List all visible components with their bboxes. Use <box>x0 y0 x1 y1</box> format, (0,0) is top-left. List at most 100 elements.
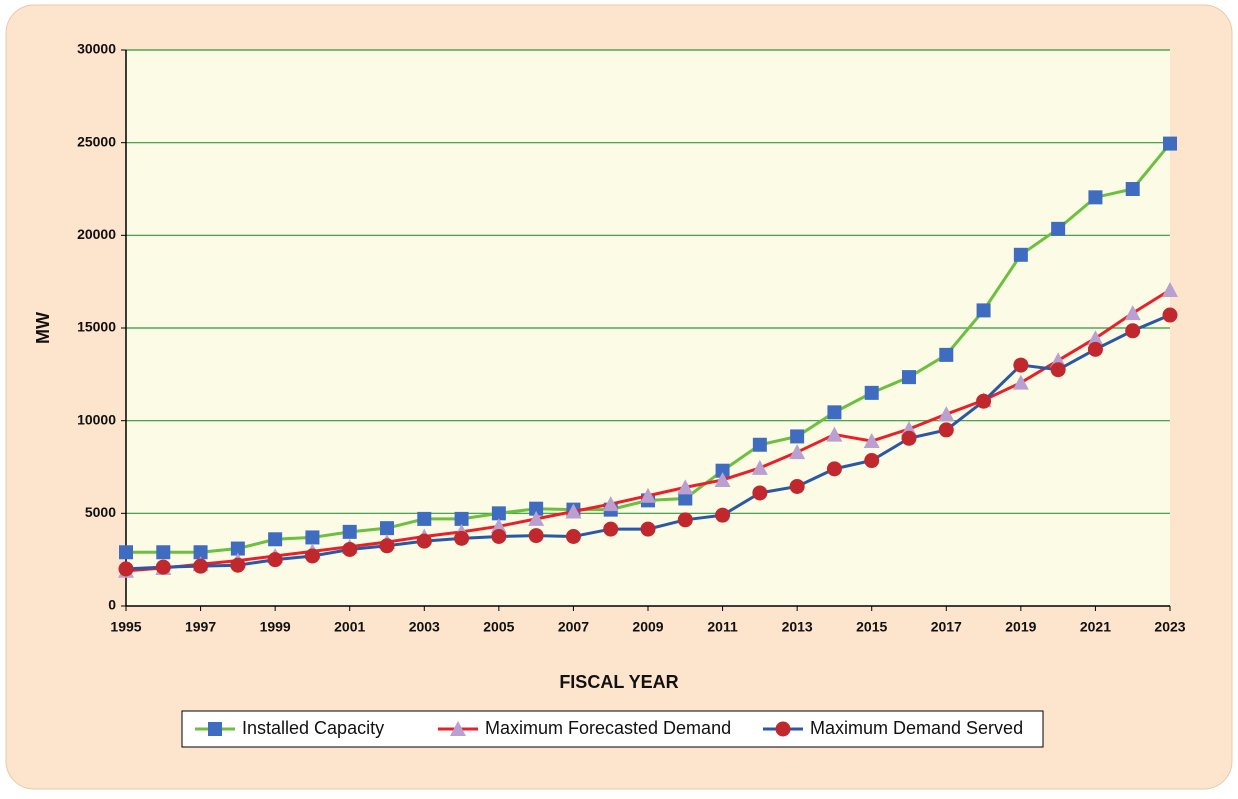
data-point <box>565 503 582 519</box>
data-point <box>938 422 954 438</box>
y-tick-label: 25000 <box>77 133 116 149</box>
data-point <box>1013 357 1029 373</box>
data-point <box>118 561 134 577</box>
x-tick-label: 2023 <box>1154 619 1185 635</box>
data-point <box>1051 221 1066 236</box>
data-point <box>864 385 879 400</box>
data-point <box>304 548 320 564</box>
data-point <box>454 511 469 526</box>
data-point <box>1125 323 1141 339</box>
data-point <box>1088 190 1103 205</box>
data-point <box>827 405 842 420</box>
data-point <box>752 485 768 501</box>
data-point <box>267 552 283 568</box>
data-point <box>677 512 693 528</box>
data-point <box>1163 136 1177 151</box>
data-point <box>230 541 245 556</box>
x-tick-label: 1999 <box>260 619 291 635</box>
data-point <box>380 521 394 536</box>
data-point <box>976 393 992 409</box>
x-tick-label: 2013 <box>782 619 813 635</box>
data-point <box>901 430 917 446</box>
data-point <box>193 558 209 574</box>
data-point <box>1087 341 1103 357</box>
data-point <box>939 347 954 362</box>
data-point <box>156 545 171 560</box>
data-point <box>490 518 507 534</box>
legend-label: Installed Capacity <box>242 718 384 738</box>
x-tick-label: 2019 <box>1005 619 1036 635</box>
legend-label: Maximum Forecasted Demand <box>485 718 731 738</box>
legend-marker <box>775 721 791 737</box>
legend-marker <box>450 721 466 736</box>
data-point <box>416 533 432 549</box>
data-point <box>119 545 133 560</box>
x-tick-label: 2015 <box>856 619 887 635</box>
data-point <box>790 429 805 444</box>
data-point <box>268 532 283 547</box>
legend-marker <box>208 722 222 736</box>
data-point <box>752 437 767 452</box>
x-tick-label: 2009 <box>632 619 663 635</box>
data-point <box>1162 307 1178 323</box>
x-tick-label: 2011 <box>707 619 738 635</box>
x-axis-label: FISCAL YEAR <box>559 672 678 692</box>
data-point <box>1124 305 1141 321</box>
x-tick-label: 1995 <box>110 619 141 635</box>
data-point <box>454 530 470 546</box>
data-point <box>677 479 694 495</box>
data-point <box>714 471 731 487</box>
data-point <box>864 453 880 469</box>
data-point <box>789 444 806 460</box>
legend-label: Maximum Demand Served <box>810 718 1023 738</box>
data-point <box>602 496 619 512</box>
y-tick-label: 15000 <box>77 319 116 335</box>
data-point <box>342 524 357 539</box>
y-tick-label: 10000 <box>77 411 116 427</box>
y-tick-label: 0 <box>108 597 116 613</box>
data-point <box>379 538 395 554</box>
data-point <box>715 463 730 478</box>
data-point <box>528 510 545 526</box>
data-point <box>1050 362 1066 378</box>
data-point <box>491 506 506 521</box>
data-point <box>715 507 731 523</box>
x-tick-label: 2017 <box>931 619 962 635</box>
data-point <box>491 529 507 544</box>
data-point <box>640 521 656 537</box>
data-point <box>1125 182 1140 196</box>
data-point <box>751 459 768 475</box>
data-point <box>193 545 208 560</box>
x-tick-label: 2021 <box>1080 619 1111 635</box>
data-point <box>1087 330 1104 346</box>
data-point <box>565 529 581 544</box>
data-point <box>789 478 805 494</box>
data-point <box>1012 374 1029 390</box>
data-point <box>528 528 544 544</box>
data-point <box>976 303 991 318</box>
y-axis-label: MW <box>33 312 53 344</box>
data-point <box>902 370 916 385</box>
x-tick-label: 2005 <box>483 619 514 635</box>
x-tick-label: 1997 <box>185 619 216 635</box>
data-point <box>529 501 544 516</box>
data-point <box>417 511 432 526</box>
data-point <box>826 426 843 442</box>
data-point <box>678 491 693 506</box>
data-point <box>305 530 320 545</box>
x-tick-label: 2007 <box>558 619 589 635</box>
y-tick-label: 5000 <box>85 504 116 520</box>
data-point <box>863 433 880 449</box>
x-tick-label: 2001 <box>334 619 365 635</box>
x-tick-label: 2003 <box>409 619 440 635</box>
data-point <box>1162 282 1178 298</box>
data-point <box>938 406 955 422</box>
data-point <box>155 559 171 575</box>
data-point <box>230 557 246 573</box>
y-tick-label: 20000 <box>77 226 116 242</box>
y-tick-label: 30000 <box>77 41 116 57</box>
legend <box>181 710 1044 748</box>
data-point <box>640 487 656 503</box>
data-point <box>1013 247 1028 262</box>
